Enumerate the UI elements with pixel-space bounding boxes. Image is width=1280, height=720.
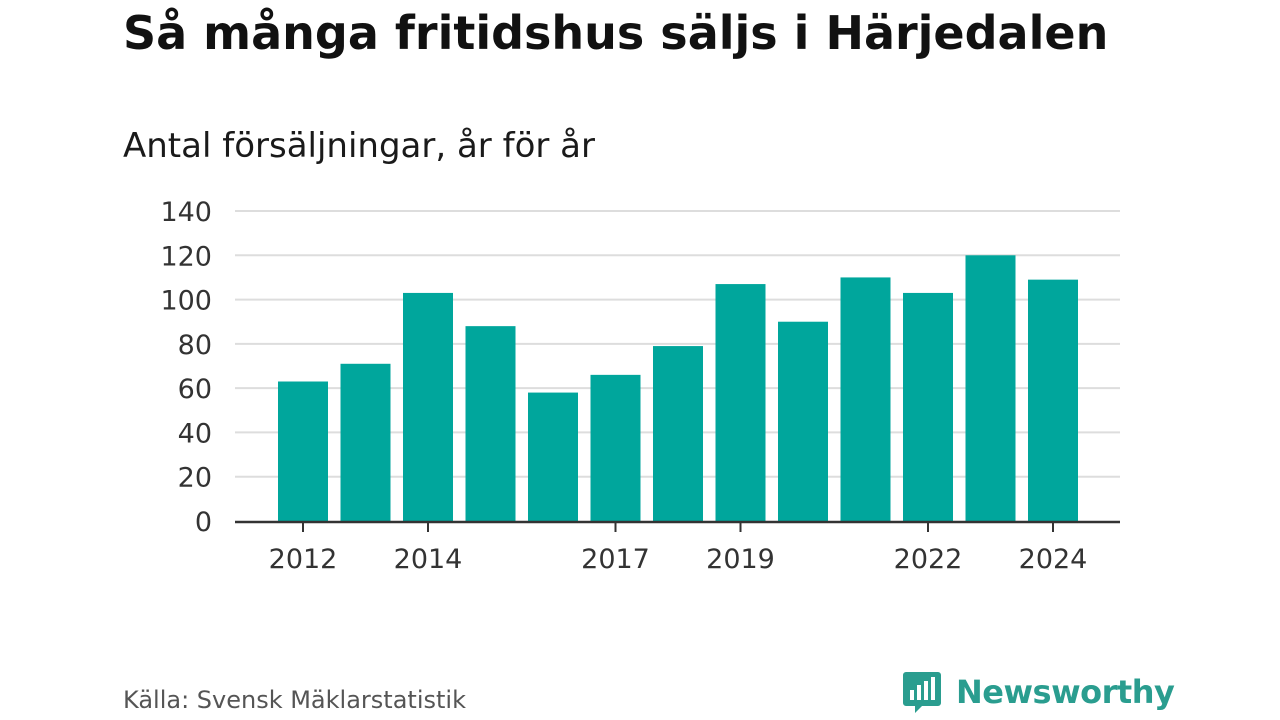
y-tick-label: 140 [160,197,212,228]
bar-2023 [965,255,1016,522]
y-tick-label: 40 [178,418,212,449]
chart-subtitle: Antal försäljningar, år för år [123,126,595,166]
y-tick-label: 100 [160,286,212,317]
x-tick-label: 2022 [894,544,963,575]
brand-logo: Newsworthy [902,670,1175,714]
x-tick-label: 2014 [394,544,463,575]
x-tick-label: 2017 [581,544,650,575]
bar-2014 [403,292,453,521]
bar-2017 [590,374,641,521]
y-tick-label: 0 [195,507,212,538]
bar-2015 [465,326,516,521]
source-note: Källa: Svensk Mäklarstatistik [123,686,466,714]
bar-2018 [653,346,703,521]
bar-2020 [778,321,828,521]
bar-2021 [840,277,891,521]
y-tick-label: 20 [178,463,212,494]
y-axis-ticks: 0 20 40 60 80 100 120 140 [160,197,212,538]
y-tick-label: 60 [178,374,212,405]
x-tick-label: 2024 [1019,544,1088,575]
bar-2022 [903,292,953,521]
x-tick-label: 2019 [706,544,775,575]
bars [278,255,1078,522]
x-axis-ticks: 2012 2014 2017 2019 2022 2024 [269,523,1088,575]
chart-title: Så många fritidshus säljs i Härjedalen [123,6,1109,60]
y-tick-label: 120 [160,241,212,272]
bar-2013 [340,363,391,521]
bar-2016 [528,392,578,521]
bar-2019 [715,284,766,521]
chart-speech-bubble-icon [903,672,941,713]
bar-2024 [1028,279,1078,521]
x-tick-label: 2012 [269,544,338,575]
bar-2012 [278,381,328,521]
y-tick-label: 80 [178,330,212,361]
brand-name: Newsworthy [956,673,1175,711]
